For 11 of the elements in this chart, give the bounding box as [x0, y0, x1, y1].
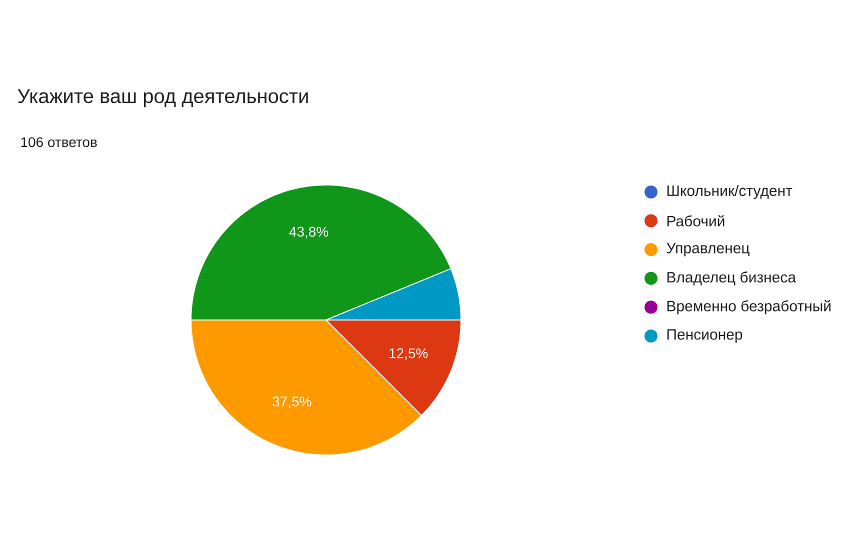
data-label: 12,5% — [390, 348, 428, 360]
data-label: 43,8% — [289, 226, 328, 238]
legend-label: Владелец бизнеса — [667, 271, 796, 286]
text: 106 ответов — [21, 137, 97, 148]
legend-label: Временно безработный — [667, 300, 830, 314]
legend-label: Рабочий — [667, 215, 724, 226]
legend-label: Школьник/студент — [667, 184, 792, 199]
chart-title: Укажите ваш род деятельности — [18, 89, 308, 108]
legend-label: Управленец — [666, 242, 750, 256]
data-label: 37,5% — [272, 396, 312, 408]
legend-label: Пенсионер — [667, 329, 742, 343]
